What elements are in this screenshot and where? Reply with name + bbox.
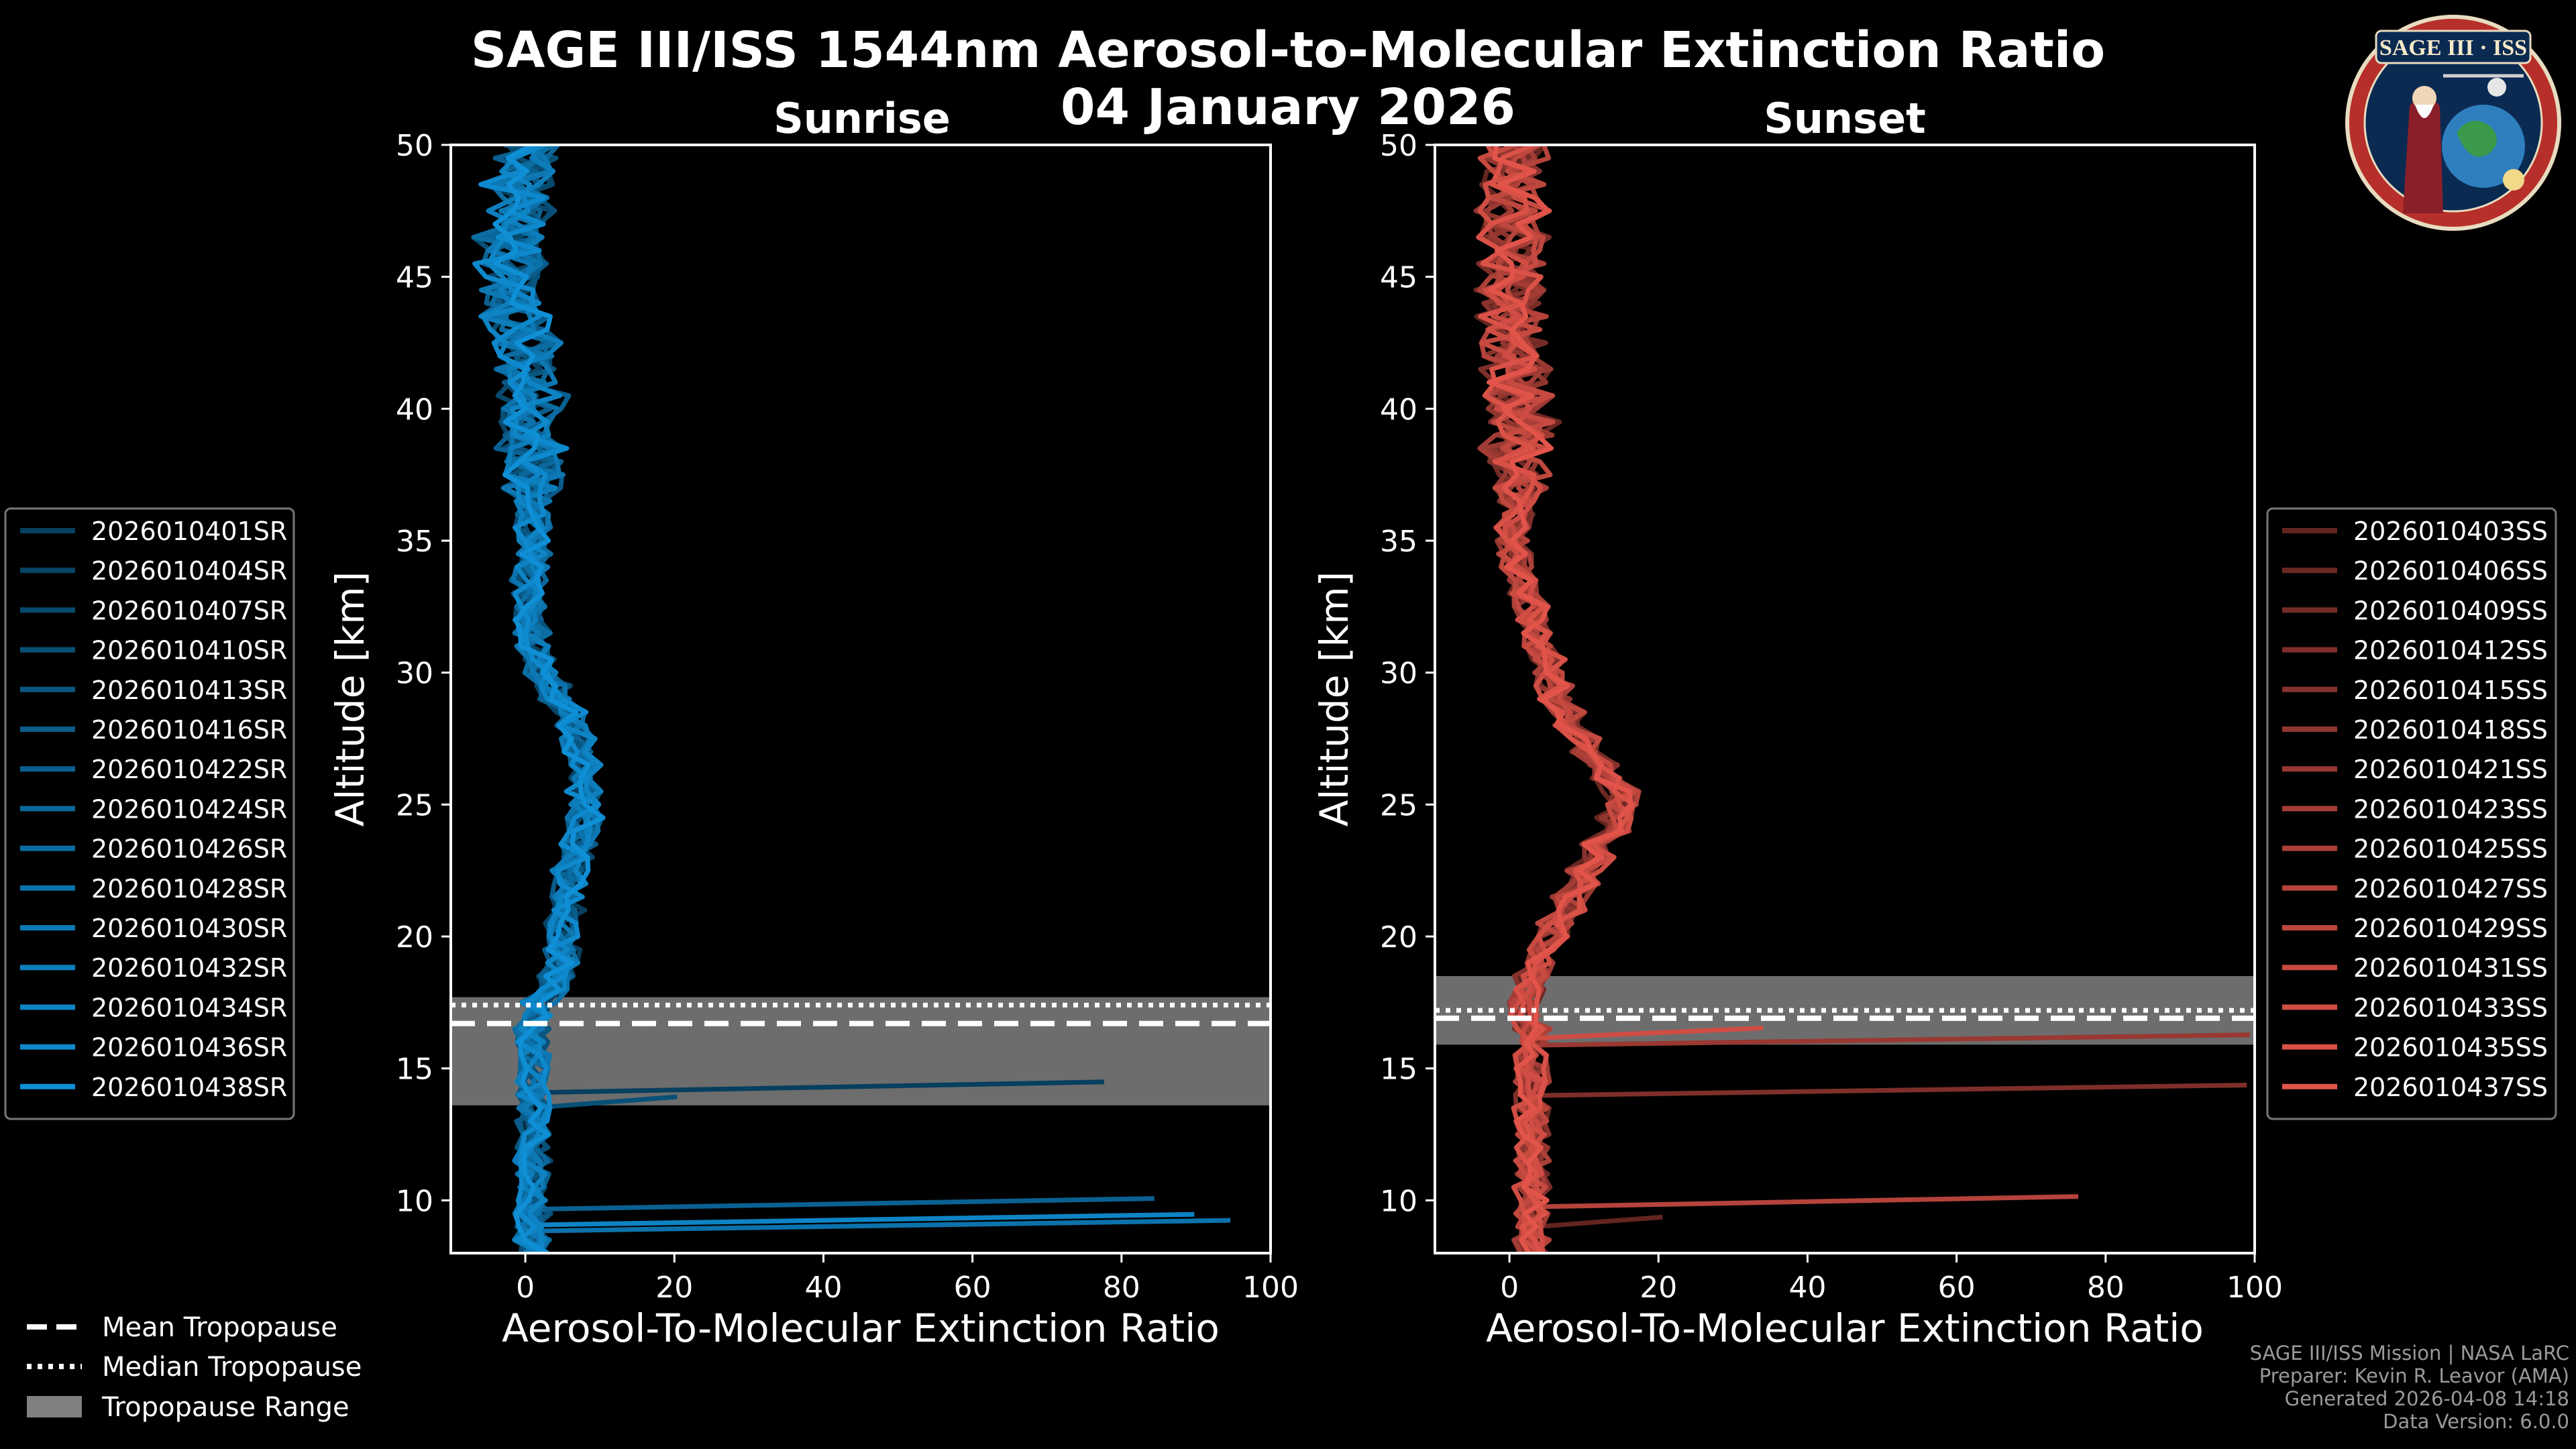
- legend-label-2026010438SR: 2026010438SR: [91, 1073, 287, 1102]
- sunset-panel-title: Sunset: [1764, 94, 1926, 143]
- x-tick-label: 20: [655, 1271, 693, 1305]
- legend-label-2026010425SS: 2026010425SS: [2353, 835, 2548, 864]
- legend-median-label: Median Tropopause: [102, 1352, 362, 1383]
- legend-label-2026010428SR: 2026010428SR: [91, 874, 287, 904]
- y-axis-label: Altitude [km]: [327, 572, 373, 826]
- legend-label-2026010422SR: 2026010422SR: [91, 755, 287, 784]
- y-axis-label: Altitude [km]: [1311, 572, 1357, 826]
- y-tick-label: 15: [396, 1053, 433, 1087]
- legend-label-2026010421SS: 2026010421SS: [2353, 755, 2548, 784]
- x-tick-label: 80: [1103, 1271, 1140, 1305]
- x-tick-label: 60: [1938, 1271, 1976, 1305]
- legend-label-2026010404SR: 2026010404SR: [91, 556, 287, 586]
- y-tick-label: 40: [1380, 392, 1417, 427]
- y-tick-label: 20: [1380, 920, 1417, 955]
- y-tick-label: 50: [1380, 129, 1417, 163]
- y-tick-label: 15: [1380, 1053, 1417, 1087]
- legend-label-2026010410SR: 2026010410SR: [91, 636, 287, 665]
- legend-label-2026010436SR: 2026010436SR: [91, 1033, 287, 1063]
- profile-line-2026010438SR: [492, 145, 606, 1253]
- legend-label-2026010413SR: 2026010413SR: [91, 676, 287, 705]
- y-tick-label: 40: [396, 392, 433, 427]
- legend-label-2026010426SR: 2026010426SR: [91, 835, 287, 864]
- legend-label-2026010430SR: 2026010430SR: [91, 914, 287, 943]
- legend-label-2026010403SS: 2026010403SS: [2353, 517, 2548, 546]
- x-tick-label: 40: [1788, 1271, 1826, 1305]
- legend-label-2026010406SS: 2026010406SS: [2353, 556, 2548, 586]
- y-tick-label: 20: [396, 920, 433, 955]
- legend-label-2026010423SS: 2026010423SS: [2353, 794, 2548, 824]
- legend-range-swatch: [27, 1396, 82, 1417]
- legend-box: [2266, 507, 2557, 1120]
- legend-label-2026010424SR: 2026010424SR: [91, 794, 287, 824]
- x-tick-label: 0: [1500, 1271, 1519, 1305]
- x-tick-label: 0: [516, 1271, 535, 1305]
- x-tick-label: 60: [954, 1271, 991, 1305]
- legend-label-2026010415SS: 2026010415SS: [2353, 676, 2548, 705]
- chart-title: SAGE III/ISS 1544nm Aerosol-to-Molecular…: [470, 21, 2106, 79]
- sunrise-panel-title: Sunrise: [773, 94, 951, 143]
- x-tick-label: 80: [2087, 1271, 2125, 1305]
- credits-preparer: Preparer: Kevin R. Leavor (AMA): [2259, 1364, 2569, 1387]
- legend-box: [4, 507, 295, 1120]
- y-tick-label: 35: [1380, 525, 1417, 559]
- sunset-legend: 2026010403SS 2026010406SS 2026010409SS 2026…: [2266, 507, 2557, 1120]
- y-tick-label: 30: [1380, 657, 1417, 691]
- y-tick-label: 45: [396, 261, 433, 295]
- legend-range-label: Tropopause Range: [101, 1392, 350, 1423]
- legend-label-2026010409SS: 2026010409SS: [2353, 596, 2548, 625]
- credits-generated: Generated 2026-04-08 14:18: [2284, 1387, 2569, 1410]
- y-tick-label: 10: [396, 1184, 433, 1218]
- legend-label-2026010407SR: 2026010407SR: [91, 596, 287, 625]
- legend-label-2026010432SR: 2026010432SR: [91, 953, 287, 983]
- sunset-panel: 0 20 40 60 80 100 10 15 20 25 30 35 40 45 50 Aerosol-To…: [1311, 129, 2283, 1351]
- y-tick-label: 35: [396, 525, 433, 559]
- legend-label-2026010429SS: 2026010429SS: [2353, 914, 2548, 943]
- x-tick-label: 100: [1242, 1271, 1299, 1305]
- chart-date: 04 January 2026: [1061, 78, 1515, 136]
- legend-label-2026010418SS: 2026010418SS: [2353, 715, 2548, 745]
- legend-label-2026010433SS: 2026010433SS: [2353, 993, 2548, 1022]
- credits: SAGE III/ISS Mission | NASA LaRC Prepare…: [2250, 1342, 2569, 1433]
- profile-line-2026010437SS: [1487, 145, 1633, 1253]
- x-tick-label: 20: [1640, 1271, 1677, 1305]
- x-tick-label: 100: [2226, 1271, 2283, 1305]
- logo-text: SAGE III · ISS: [2379, 36, 2527, 60]
- plot-area: [451, 145, 1271, 1253]
- profile-line-2026010436SR: [472, 145, 601, 1253]
- y-tick-label: 25: [396, 788, 433, 822]
- tropopause-range-band: [451, 997, 1271, 1106]
- y-tick-label: 30: [396, 657, 433, 691]
- plot-frame: [449, 144, 1272, 1254]
- y-tick-label: 45: [1380, 261, 1417, 295]
- sunrise-legend: 2026010401SR 2026010404SR 2026010407SR 2026…: [4, 507, 295, 1120]
- legend-label-2026010435SS: 2026010435SS: [2353, 1033, 2548, 1063]
- legend-label-2026010401SR: 2026010401SR: [91, 517, 287, 546]
- x-tick-label: 40: [804, 1271, 842, 1305]
- y-tick-label: 25: [1380, 788, 1417, 822]
- plot-area: [1435, 145, 2255, 1253]
- x-axis-label: Aerosol-To-Molecular Extinction Ratio: [502, 1305, 1220, 1351]
- legend-label-2026010437SS: 2026010437SS: [2353, 1073, 2548, 1102]
- y-tick-label: 10: [1380, 1184, 1417, 1218]
- legend-label-2026010431SS: 2026010431SS: [2353, 953, 2548, 983]
- legend-label-2026010416SR: 2026010416SR: [91, 715, 287, 745]
- legend-label-2026010427SS: 2026010427SS: [2353, 874, 2548, 904]
- profile-line-2026010412SS: [1476, 145, 2247, 1253]
- legend-mean-label: Mean Tropopause: [102, 1312, 337, 1343]
- sage-iii-iss-logo: SAGE III · ISS: [2343, 12, 2564, 233]
- sunrise-panel: 0 20 40 60 80 100 10 15 20 25 30 35 40 45 50 Aerosol-To…: [327, 129, 1299, 1351]
- legend-label-2026010434SR: 2026010434SR: [91, 993, 287, 1022]
- y-tick-label: 50: [396, 129, 433, 163]
- credits-mission: SAGE III/ISS Mission | NASA LaRC: [2249, 1342, 2569, 1364]
- credits-data-version: Data Version: 6.0.0: [2383, 1410, 2569, 1433]
- x-axis-label: Aerosol-To-Molecular Extinction Ratio: [1486, 1305, 2204, 1351]
- plot-frame: [1434, 144, 2256, 1254]
- tropopause-legend: Mean Tropopause Median Tropopause Tropopau…: [27, 1312, 362, 1423]
- legend-label-2026010412SS: 2026010412SS: [2353, 636, 2548, 665]
